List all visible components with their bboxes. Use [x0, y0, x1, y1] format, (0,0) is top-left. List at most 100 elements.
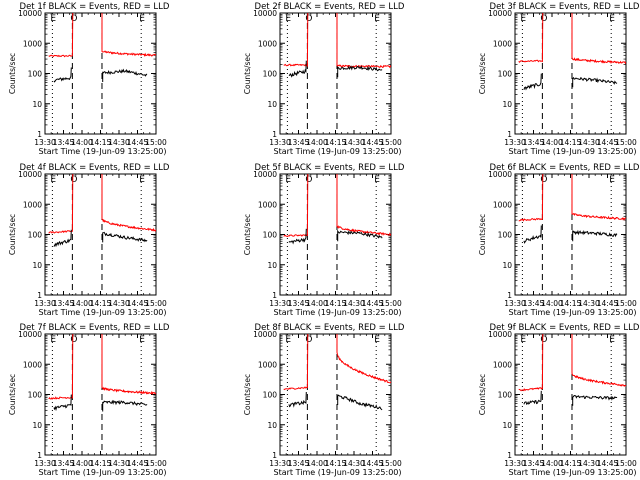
- series-events-line: [53, 229, 72, 248]
- x-tick-label: 14:15: [560, 459, 582, 468]
- y-tick-label: 10000: [253, 9, 277, 18]
- y-axis-label: Counts/sec: [243, 374, 252, 415]
- y-axis-label: Counts/sec: [478, 53, 487, 94]
- y-tick-label: 100: [498, 391, 513, 400]
- y-tick-label: 10000: [488, 9, 512, 18]
- marker-e-start: E: [520, 14, 526, 24]
- x-tick-label: 14:00: [71, 459, 93, 468]
- marker-e-end: E: [609, 175, 615, 185]
- y-tick-label: 10000: [18, 9, 42, 18]
- x-tick-label: 13:30: [269, 459, 291, 468]
- x-tick-label: 14:15: [90, 138, 112, 147]
- series-lld-line: [518, 334, 626, 392]
- x-tick-label: 13:30: [504, 138, 526, 147]
- y-tick-label: 10000: [18, 330, 42, 339]
- series-events-line: [337, 65, 383, 78]
- x-tick-label: 15:00: [145, 459, 167, 468]
- x-tick-label: 14:15: [560, 138, 582, 147]
- x-tick-label: 14:45: [362, 459, 384, 468]
- y-tick-label: 1: [37, 130, 42, 139]
- x-tick-label: 13:30: [269, 138, 291, 147]
- marker-e-end: E: [139, 175, 145, 185]
- y-tick-label: 100: [263, 70, 278, 79]
- series-lld-line: [518, 13, 626, 65]
- marker-e-end: E: [139, 335, 145, 345]
- y-tick-label: 10000: [253, 330, 277, 339]
- marker-e-end: E: [374, 14, 380, 24]
- plot-panel-5: Det 5f BLACK = Events, RED = LLD 1 10 100 10…: [243, 163, 405, 317]
- y-axis-label: Counts/sec: [478, 214, 487, 255]
- y-tick-label: 100: [498, 70, 513, 79]
- marker-e-end: E: [374, 335, 380, 345]
- marker-e-start: E: [520, 335, 526, 345]
- marker-o: O: [70, 14, 77, 24]
- x-axis-label: Start Time (19-Jun-09 13:25:00): [509, 468, 637, 477]
- series-events-line: [572, 229, 618, 242]
- y-axis-label: Counts/sec: [8, 374, 17, 415]
- y-tick-label: 1000: [23, 360, 42, 369]
- x-tick-label: 13:45: [53, 459, 75, 468]
- y-tick-label: 1000: [493, 360, 512, 369]
- marker-o: O: [305, 335, 312, 345]
- y-tick-label: 1000: [493, 200, 512, 209]
- y-axis-label: Counts/sec: [243, 53, 252, 94]
- plot-frame: [44, 173, 157, 296]
- x-tick-label: 13:45: [53, 138, 75, 147]
- plot-title: Det 8f BLACK = Events, RED = LLD: [255, 323, 405, 333]
- x-tick-label: 14:15: [325, 138, 347, 147]
- x-tick-label: 14:00: [541, 459, 563, 468]
- y-tick-label: 1: [272, 451, 277, 460]
- x-tick-label: 13:30: [269, 299, 291, 308]
- series-lld-line: [283, 174, 391, 238]
- y-tick-label: 10: [32, 261, 42, 270]
- plot-frame: [44, 12, 157, 135]
- series-events-line: [288, 60, 307, 78]
- y-tick-label: 1: [37, 451, 42, 460]
- series-lld-line: [48, 174, 156, 234]
- y-tick-label: 100: [263, 231, 278, 240]
- x-tick-label: 14:45: [127, 138, 149, 147]
- x-tick-label: 13:30: [504, 299, 526, 308]
- x-tick-label: 14:00: [306, 138, 328, 147]
- series-events-line: [102, 68, 148, 82]
- plot-title: Det 3f BLACK = Events, RED = LLD: [490, 2, 640, 12]
- x-tick-label: 14:30: [108, 299, 130, 308]
- series-events-line: [102, 399, 148, 412]
- y-axis-label: Counts/sec: [8, 214, 17, 255]
- marker-o: O: [540, 335, 547, 345]
- y-tick-label: 1000: [23, 200, 42, 209]
- series-events-line: [337, 394, 383, 411]
- x-tick-label: 14:15: [325, 459, 347, 468]
- plot-panel-1: Det 1f BLACK = Events, RED = LLD 1 10 100 10…: [8, 2, 170, 156]
- x-tick-label: 14:30: [108, 459, 130, 468]
- x-tick-label: 14:45: [597, 459, 619, 468]
- x-tick-label: 15:00: [380, 459, 402, 468]
- y-tick-label: 1: [272, 291, 277, 300]
- y-tick-label: 10000: [488, 170, 512, 179]
- series-lld-line: [48, 13, 156, 58]
- x-tick-label: 14:15: [90, 299, 112, 308]
- plot-panel-4: Det 4f BLACK = Events, RED = LLD 1 10 100 10…: [8, 163, 170, 317]
- plot-panel-7: Det 7f BLACK = Events, RED = LLD 1 10 100 10…: [8, 323, 170, 477]
- y-tick-label: 100: [28, 231, 43, 240]
- x-tick-label: 13:45: [523, 138, 545, 147]
- x-tick-label: 14:30: [578, 138, 600, 147]
- marker-o: O: [305, 175, 312, 185]
- x-tick-label: 14:00: [541, 299, 563, 308]
- y-tick-label: 1: [272, 130, 277, 139]
- x-tick-label: 15:00: [615, 299, 637, 308]
- x-tick-label: 14:45: [597, 299, 619, 308]
- marker-e-end: E: [139, 14, 145, 24]
- marker-e-start: E: [520, 175, 526, 185]
- y-tick-label: 1000: [493, 39, 512, 48]
- x-tick-label: 14:45: [127, 459, 149, 468]
- plot-title: Det 7f BLACK = Events, RED = LLD: [20, 323, 170, 333]
- x-axis-label: Start Time (19-Jun-09 13:25:00): [509, 308, 637, 317]
- plot-title: Det 9f BLACK = Events, RED = LLD: [490, 323, 640, 333]
- marker-e-start: E: [285, 335, 291, 345]
- plot-frame: [514, 333, 627, 456]
- series-events-line: [572, 76, 618, 88]
- y-tick-label: 1000: [258, 39, 277, 48]
- x-tick-label: 14:30: [343, 459, 365, 468]
- series-events-line: [523, 390, 542, 406]
